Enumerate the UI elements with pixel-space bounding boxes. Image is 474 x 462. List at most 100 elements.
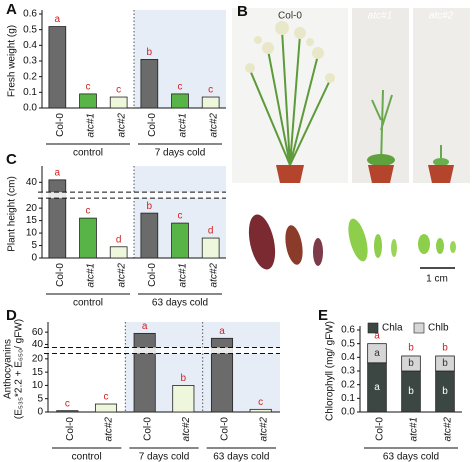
y-tick-label: 20: [32, 353, 44, 364]
x-tick-label: atc#2: [104, 417, 115, 442]
significance-letter: b: [147, 201, 153, 212]
group-label: control: [73, 298, 103, 309]
significance-letter: a: [142, 321, 148, 332]
x-tick-label: atc#2: [116, 113, 127, 138]
bar: [79, 93, 97, 109]
significance-letter: c: [178, 82, 183, 93]
y-tick-label: 15: [26, 215, 38, 226]
significance-letter: d: [208, 226, 214, 237]
bar: [140, 59, 159, 109]
x-tick-label: atc#1: [178, 113, 189, 137]
bar-segment: [435, 355, 455, 372]
x-tick-label: atc#1: [409, 417, 420, 441]
bar: [201, 237, 220, 259]
legend-swatch: [413, 322, 425, 334]
significance-letter: d: [116, 234, 122, 245]
bar: [210, 337, 234, 413]
y-tick-label: 0.4: [341, 352, 355, 363]
bar: [109, 96, 128, 109]
segment-letter: b: [442, 358, 448, 369]
y-tick-label: 20: [26, 203, 38, 214]
pot-atc2: [428, 165, 454, 183]
axis-break: [44, 347, 280, 354]
significance-letter: c: [208, 85, 213, 96]
y-axis-label: Chlorophyll (mg/ gFW): [325, 321, 336, 421]
y-tick-label: 0.5: [23, 24, 37, 35]
x-tick-label: atc#2: [208, 113, 219, 138]
photo-panel: B Col-0 atc#1 atc#2 1 cm: [232, 3, 470, 285]
x-tick-label: Col-0: [375, 417, 386, 441]
chart: A Fresh weight (g) 0.0 0.1 0.2 0.3 0.4 0.5 0.6 a C…: [6, 1, 226, 159]
y-tick-label: 0: [31, 253, 37, 264]
x-tick-label: Col-0: [147, 113, 158, 137]
y-tick-label: 0.1: [23, 87, 37, 98]
bar: [171, 93, 189, 109]
segment-letter: b: [408, 386, 414, 397]
y-tick-label: 0.2: [341, 379, 355, 390]
photo-label: Col-0: [278, 11, 302, 22]
y-tick-label: 0.6: [341, 325, 355, 336]
segment-letter: a: [374, 348, 380, 359]
x-tick-label: atc#2: [208, 263, 219, 288]
x-tick-label: atc#2: [258, 417, 269, 442]
y-tick-label: 0.2: [23, 71, 37, 82]
y-tick-label: 0.3: [23, 56, 37, 67]
x-tick-label: atc#1: [86, 263, 97, 287]
group-label: control: [73, 148, 103, 159]
leaves: [248, 214, 456, 270]
bar-segment: [367, 343, 387, 364]
significance-letter: c: [258, 397, 263, 408]
photo-label: atc#1: [368, 11, 392, 22]
y-tick-label: 0.6: [23, 9, 37, 20]
x-tick-label: atc#2: [116, 263, 127, 288]
bar: [48, 179, 67, 259]
x-tick-label: atc#1: [178, 263, 189, 287]
legend-swatch: [367, 322, 379, 334]
bar: [56, 410, 79, 413]
y-tick-label: 0: [37, 407, 43, 418]
y-tick-label: 40: [32, 339, 44, 350]
significance-letter: a: [219, 326, 225, 337]
axis-break: [38, 192, 226, 199]
bar-segment: [401, 355, 421, 372]
x-tick-label: atc#1: [86, 113, 97, 137]
scale-label: 1 cm: [426, 274, 448, 285]
y-tick-label: 10: [32, 380, 44, 391]
plant-atc1: [371, 89, 393, 166]
x-tick-label: atc#2: [181, 417, 192, 442]
y-tick-label: 10: [26, 228, 38, 239]
bar: [48, 26, 67, 109]
group-label: 63 days cold: [383, 452, 439, 462]
panel-letter: E: [318, 307, 328, 324]
bar: [201, 96, 220, 109]
y-tick-label: 5: [37, 393, 43, 404]
significance-letter: c: [116, 85, 121, 96]
significance-letter: c: [178, 211, 183, 222]
y-tick-label: 0.5: [341, 338, 355, 349]
plant-col0: [249, 29, 331, 166]
legend-label: Chlb: [428, 323, 449, 334]
significance-letter: c: [86, 82, 91, 93]
significance-letter: b: [147, 47, 153, 58]
x-tick-label: Col-0: [147, 263, 158, 287]
group-label: 63 days cold: [152, 298, 208, 309]
y-tick-label: 0.0: [341, 407, 355, 418]
y-tick-label: 0.1: [341, 393, 355, 404]
x-tick-label: Col-0: [220, 417, 231, 441]
significance-letter: c: [65, 398, 70, 409]
significance-letter: c: [86, 206, 91, 217]
segment-letter: b: [408, 358, 414, 369]
bar: [172, 385, 195, 413]
bar: [133, 332, 156, 413]
y-axis-label: Fresh weight (g): [7, 25, 18, 97]
photo-label: atc#2: [429, 11, 454, 22]
rosette-atc2: [433, 158, 449, 166]
bar: [79, 217, 97, 259]
bar: [171, 222, 189, 259]
y-axis-label: Plant height (cm): [7, 176, 18, 252]
y-tick-label: 40: [26, 177, 38, 188]
x-tick-label: Col-0: [142, 417, 153, 441]
